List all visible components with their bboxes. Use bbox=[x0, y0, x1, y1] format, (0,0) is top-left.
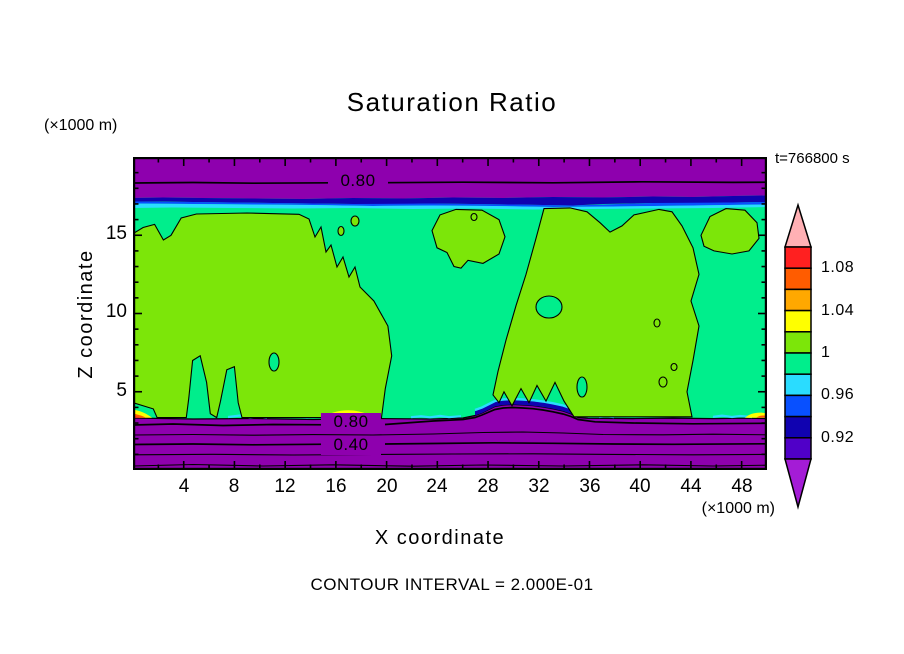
x-tick-label: 24 bbox=[426, 476, 448, 497]
colorbar-below-range-arrow bbox=[784, 458, 812, 510]
supersaturated-plumes bbox=[133, 207, 760, 419]
y-axis-unit-label: (×1000 m) bbox=[44, 117, 118, 134]
colorbar-label: 1.08 bbox=[821, 259, 855, 276]
x-tick-label: 20 bbox=[376, 476, 398, 497]
contour-interval-label: CONTOUR INTERVAL = 2.000E-01 bbox=[310, 575, 594, 594]
x-tick-label: 16 bbox=[325, 476, 347, 497]
upper-band bbox=[133, 157, 767, 210]
timestamp-label: t=766800 s bbox=[775, 150, 850, 167]
colorbar bbox=[783, 202, 813, 510]
colorbar-label: 0.92 bbox=[821, 429, 855, 446]
x-axis-unit-label: (×1000 m) bbox=[701, 500, 775, 517]
x-axis-title: X coordinate bbox=[374, 527, 506, 549]
x-tick-label: 28 bbox=[477, 476, 499, 497]
plot-area bbox=[133, 157, 767, 470]
contour-lines bbox=[133, 180, 767, 467]
x-tick-label: 36 bbox=[579, 476, 601, 497]
x-tick-label: 4 bbox=[178, 476, 190, 497]
x-tick-label: 8 bbox=[228, 476, 240, 497]
colorbar-label: 1.04 bbox=[821, 302, 855, 319]
x-tick-label: 32 bbox=[528, 476, 550, 497]
mid-top-plume bbox=[431, 208, 506, 269]
colorbar-label: 0.96 bbox=[821, 386, 855, 403]
y-tick-label: 15 bbox=[105, 223, 127, 244]
right-plume bbox=[492, 207, 700, 418]
contour-label-080-top: 0.80 bbox=[328, 171, 388, 191]
left-plume bbox=[133, 212, 393, 419]
colorbar-above-range-arrow bbox=[783, 202, 813, 248]
lower-band bbox=[133, 397, 767, 470]
contour-label-080-bottom: 0.80 bbox=[321, 412, 381, 432]
plot-frame bbox=[133, 157, 767, 470]
plot-title: Saturation Ratio bbox=[346, 87, 558, 117]
x-tick-label: 48 bbox=[731, 476, 753, 497]
x-tick-label: 12 bbox=[274, 476, 296, 497]
contour-label-040-bottom: 0.40 bbox=[321, 435, 381, 455]
top-right-plume bbox=[700, 208, 760, 255]
colorbar-label: 1 bbox=[821, 344, 831, 361]
x-tick-label: 40 bbox=[629, 476, 651, 497]
y-tick-label: 5 bbox=[116, 380, 127, 401]
x-tick-label: 44 bbox=[680, 476, 702, 497]
y-tick-label: 10 bbox=[105, 301, 127, 322]
